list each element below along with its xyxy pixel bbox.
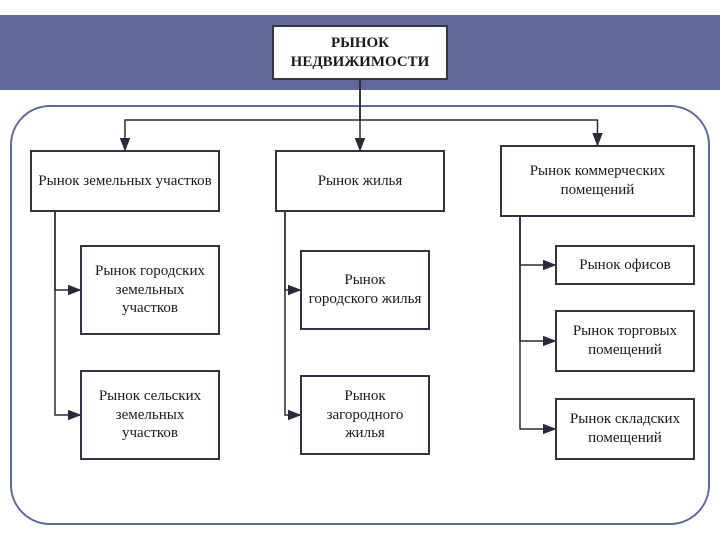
- node-rural-land: Рынок сельских земельных участков: [80, 370, 220, 460]
- node-root: РЫНОК НЕДВИЖИМОСТИ: [272, 25, 448, 80]
- node-urban-housing: Рынок городского жилья: [300, 250, 430, 330]
- node-offices: Рынок офисов: [555, 245, 695, 285]
- node-warehouse: Рынок складских помещений: [555, 398, 695, 460]
- node-retail: Рынок торговых помещений: [555, 310, 695, 372]
- node-suburban-housing: Рынок загородного жилья: [300, 375, 430, 455]
- node-land-market: Рынок земельных участков: [30, 150, 220, 212]
- node-urban-land: Рынок городских земельных участков: [80, 245, 220, 335]
- node-commercial-market: Рынок коммерческих помещений: [500, 145, 695, 217]
- node-housing-market: Рынок жилья: [275, 150, 445, 212]
